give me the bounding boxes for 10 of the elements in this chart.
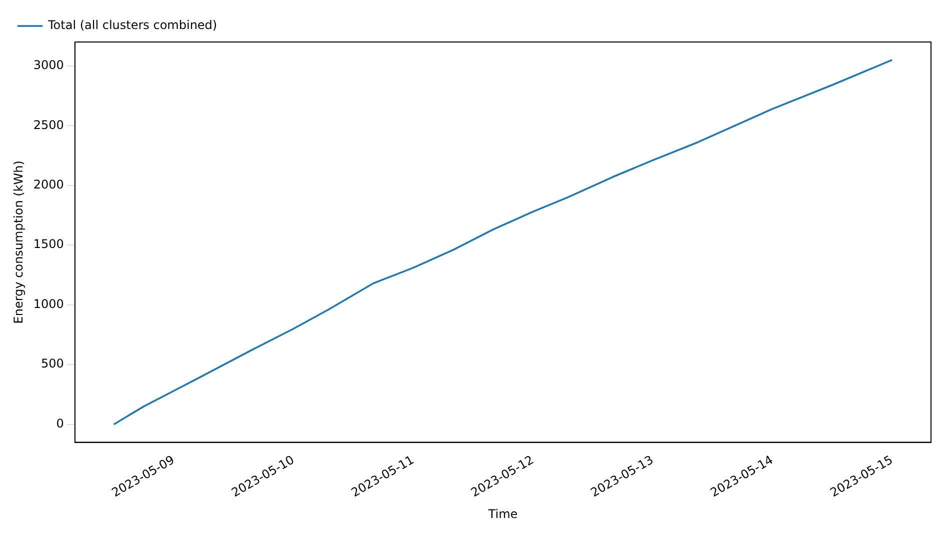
- legend-label: Total (all clusters combined): [47, 18, 218, 32]
- y-tick-label: 1500: [33, 237, 64, 252]
- y-tick-label: 1000: [33, 296, 64, 311]
- y-tick-label: 3000: [33, 58, 64, 72]
- y-axis-title: Energy consumption (kWh): [11, 160, 26, 324]
- y-tick-label: 2000: [33, 178, 64, 192]
- y-tick-label: 2500: [33, 118, 64, 132]
- y-tick-label: 500: [41, 356, 64, 371]
- y-tick-label: 0: [56, 416, 64, 430]
- x-axis-title: Time: [487, 506, 518, 521]
